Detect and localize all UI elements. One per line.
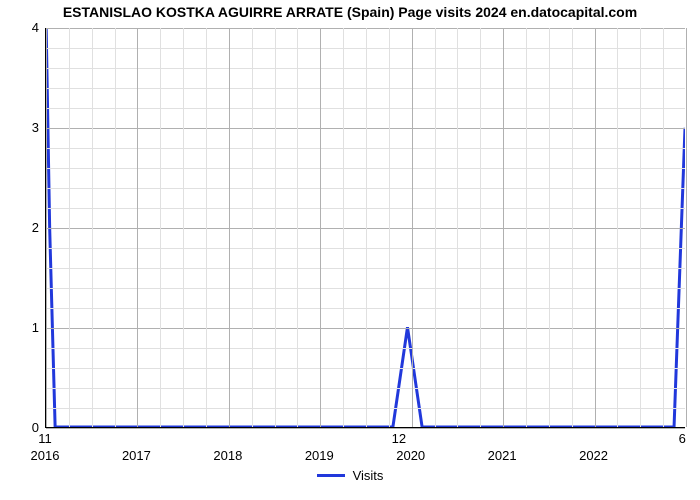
grid-v-major bbox=[686, 28, 687, 427]
grid-v-minor bbox=[617, 28, 618, 427]
grid-v-minor bbox=[206, 28, 207, 427]
legend: Visits bbox=[0, 468, 700, 483]
x-tick-label: 2019 bbox=[294, 448, 344, 463]
grid-v-minor bbox=[480, 28, 481, 427]
grid-v-minor bbox=[435, 28, 436, 427]
x-tick-label: 2017 bbox=[111, 448, 161, 463]
secondary-x-label: 6 bbox=[667, 431, 697, 446]
grid-v-minor bbox=[275, 28, 276, 427]
grid-v-major bbox=[229, 28, 230, 427]
grid-v-minor bbox=[343, 28, 344, 427]
grid-v-major bbox=[412, 28, 413, 427]
y-tick-label: 3 bbox=[13, 120, 39, 135]
x-tick-label: 2022 bbox=[569, 448, 619, 463]
y-tick-label: 1 bbox=[13, 320, 39, 335]
grid-v-minor bbox=[663, 28, 664, 427]
grid-v-minor bbox=[115, 28, 116, 427]
grid-v-minor bbox=[297, 28, 298, 427]
x-tick-label: 2021 bbox=[477, 448, 527, 463]
grid-v-minor bbox=[640, 28, 641, 427]
grid-v-major bbox=[320, 28, 321, 427]
x-tick-label: 2018 bbox=[203, 448, 253, 463]
grid-v-minor bbox=[572, 28, 573, 427]
grid-v-minor bbox=[366, 28, 367, 427]
y-tick-label: 4 bbox=[13, 20, 39, 35]
grid-v-minor bbox=[92, 28, 93, 427]
grid-v-minor bbox=[457, 28, 458, 427]
plot-area bbox=[45, 28, 685, 428]
grid-v-minor bbox=[252, 28, 253, 427]
legend-label: Visits bbox=[353, 468, 384, 483]
chart-title: ESTANISLAO KOSTKA AGUIRRE ARRATE (Spain)… bbox=[0, 4, 700, 20]
x-tick-label: 2016 bbox=[20, 448, 70, 463]
grid-v-major bbox=[503, 28, 504, 427]
grid-v-minor bbox=[183, 28, 184, 427]
grid-v-minor bbox=[160, 28, 161, 427]
grid-v-minor bbox=[69, 28, 70, 427]
grid-h-major bbox=[46, 428, 685, 429]
grid-v-major bbox=[137, 28, 138, 427]
legend-swatch bbox=[317, 474, 345, 477]
secondary-x-label: 12 bbox=[384, 431, 414, 446]
x-tick-label: 2020 bbox=[386, 448, 436, 463]
grid-v-minor bbox=[549, 28, 550, 427]
grid-v-minor bbox=[389, 28, 390, 427]
grid-v-major bbox=[46, 28, 47, 427]
grid-v-minor bbox=[526, 28, 527, 427]
secondary-x-label: 11 bbox=[30, 431, 60, 446]
grid-v-major bbox=[595, 28, 596, 427]
y-tick-label: 2 bbox=[13, 220, 39, 235]
